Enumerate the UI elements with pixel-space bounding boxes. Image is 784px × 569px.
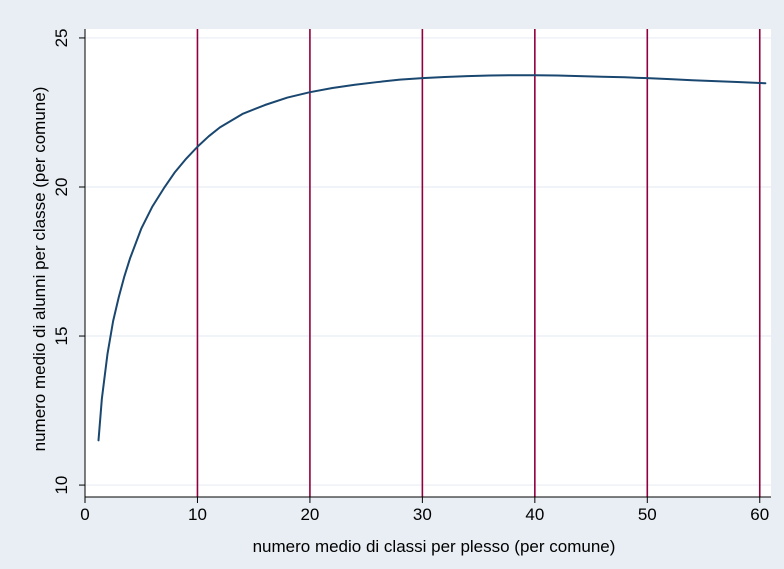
- x-tick-label: 40: [525, 505, 544, 524]
- vertical-reference-lines: [196, 29, 761, 497]
- x-tick-label: 50: [638, 505, 657, 524]
- x-axis-ticks: 0 10 20 30 40 50 60: [80, 497, 769, 524]
- x-axis-label: numero medio di classi per plesso (per c…: [253, 537, 616, 556]
- x-tick-label: 0: [80, 505, 89, 524]
- y-tick-label: 10: [52, 476, 71, 495]
- x-tick-label: 20: [300, 505, 319, 524]
- x-tick-label: 60: [750, 505, 769, 524]
- series-line: [97, 74, 767, 442]
- y-axis-label: numero medio di alunni per classe (per c…: [30, 87, 49, 452]
- x-tick-label: 10: [188, 505, 207, 524]
- y-tick-label: 15: [52, 327, 71, 346]
- y-tick-label: 20: [52, 178, 71, 197]
- y-axis-ticks: 10 15 20 25: [52, 28, 85, 495]
- x-tick-label: 30: [413, 505, 432, 524]
- y-tick-label: 25: [52, 28, 71, 47]
- plot-area: [85, 29, 771, 497]
- horizontal-gridlines: [85, 37, 771, 486]
